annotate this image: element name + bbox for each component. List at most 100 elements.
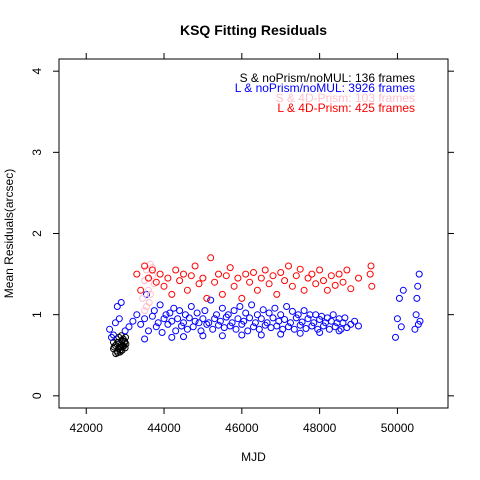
data-point-series-1 xyxy=(240,317,248,325)
data-point-series-3 xyxy=(191,262,199,270)
data-point-series-1 xyxy=(152,323,160,331)
data-point-series-1 xyxy=(287,319,294,327)
data-point-series-1 xyxy=(201,307,209,315)
data-point-series-1 xyxy=(232,325,240,333)
data-point-series-1 xyxy=(185,314,193,322)
data-point-series-1 xyxy=(335,327,343,335)
data-point-series-3 xyxy=(265,280,273,288)
data-point-series-3 xyxy=(347,285,355,293)
data-point-series-1 xyxy=(154,319,162,327)
data-point-series-1 xyxy=(106,325,114,333)
data-point-series-1 xyxy=(294,311,302,319)
data-point-series-1 xyxy=(300,307,308,315)
legend-entry: L & 4D-Prism: 425 frames xyxy=(277,101,415,115)
data-point-series-1 xyxy=(234,315,242,323)
data-point-series-1 xyxy=(113,303,121,310)
x-tick-label: 44000 xyxy=(147,421,181,435)
y-tick-label: 0 xyxy=(30,392,44,399)
y-tick-label: 3 xyxy=(30,149,44,156)
data-point-series-3 xyxy=(323,286,331,294)
data-point-series-3 xyxy=(253,286,261,294)
data-point-series-3 xyxy=(152,278,160,286)
x-axis-title: MJD xyxy=(241,450,266,464)
data-point-series-1 xyxy=(125,323,133,331)
data-point-series-1 xyxy=(117,299,125,306)
data-point-series-3 xyxy=(226,264,234,272)
data-point-series-1 xyxy=(216,317,224,325)
data-point-series-1 xyxy=(265,309,273,317)
data-point-series-3 xyxy=(257,274,265,282)
data-point-series-1 xyxy=(168,317,176,325)
data-point-series-1 xyxy=(199,315,207,323)
data-point-series-3 xyxy=(316,266,324,274)
y-axis: 0 1 2 3 4 xyxy=(30,68,454,399)
data-point-series-1 xyxy=(267,324,275,332)
data-point-series-1 xyxy=(236,303,244,310)
y-tick-label: 4 xyxy=(30,68,44,75)
data-point-series-1 xyxy=(244,327,252,335)
data-point-series-1 xyxy=(205,319,213,327)
data-point-series-1 xyxy=(176,307,184,315)
data-point-series-1 xyxy=(269,314,277,322)
data-point-series-3 xyxy=(312,280,320,288)
y-axis-title: Mean Residuals(arcsec) xyxy=(2,169,16,298)
data-point-series-3 xyxy=(368,282,376,290)
data-point-series-1 xyxy=(248,301,256,309)
data-point-series-1 xyxy=(310,319,318,327)
data-point-series-1 xyxy=(399,286,407,294)
data-point-series-3 xyxy=(339,278,347,286)
legend-entry: S & noPrism/noMUL: 136 frames xyxy=(240,71,415,85)
data-point-series-3 xyxy=(234,274,242,282)
data-point-series-1 xyxy=(199,332,207,340)
data-point-series-1 xyxy=(160,315,168,323)
data-point-series-1 xyxy=(133,311,141,319)
data-point-series-0 xyxy=(122,333,129,341)
data-point-series-1 xyxy=(195,319,203,327)
data-point-series-3 xyxy=(176,277,184,285)
data-point-series-1 xyxy=(207,296,215,304)
data-point-series-1 xyxy=(180,319,187,327)
data-point-series-1 xyxy=(166,309,174,317)
data-point-series-3 xyxy=(296,265,304,273)
data-point-series-1 xyxy=(255,325,263,333)
data-point-series-1 xyxy=(325,325,333,333)
data-point-series-3 xyxy=(133,270,141,278)
data-point-series-0 xyxy=(118,346,126,354)
data-point-series-1 xyxy=(172,327,180,335)
data-point-series-1 xyxy=(411,325,419,333)
data-point-series-1 xyxy=(271,304,279,312)
chart-title: KSQ Fitting Residuals xyxy=(180,22,327,38)
data-point-series-1 xyxy=(145,327,152,335)
data-point-series-1 xyxy=(285,323,292,331)
data-point-series-1 xyxy=(347,320,355,328)
data-point-series-3 xyxy=(203,294,211,302)
data-point-series-0 xyxy=(117,343,125,351)
data-point-series-3 xyxy=(320,277,327,285)
data-point-series-1 xyxy=(168,333,176,341)
data-point-series-3 xyxy=(308,270,316,278)
x-tick-label: 48000 xyxy=(303,421,337,435)
x-tick-label: 46000 xyxy=(225,421,259,435)
data-point-series-3 xyxy=(355,274,362,282)
data-point-series-1 xyxy=(395,294,403,302)
x-axis: 42000 44000 46000 48000 50000 xyxy=(70,53,414,435)
data-point-series-3 xyxy=(222,272,230,280)
data-point-series-1 xyxy=(283,303,291,310)
data-point-series-1 xyxy=(281,316,289,323)
data-point-series-1 xyxy=(413,294,421,302)
data-point-series-0 xyxy=(119,342,127,349)
data-point-series-1 xyxy=(259,306,267,314)
data-point-series-3 xyxy=(164,274,172,282)
data-point-series-1 xyxy=(189,323,197,331)
data-point-series-1 xyxy=(141,315,149,323)
data-point-series-1 xyxy=(181,311,189,319)
data-point-series-1 xyxy=(327,317,335,325)
data-point-series-1 xyxy=(213,311,220,319)
data-point-series-1 xyxy=(162,311,170,319)
data-point-series-3 xyxy=(261,266,269,274)
data-point-series-1 xyxy=(187,303,195,310)
data-point-series-1 xyxy=(316,329,324,336)
data-point-series-1 xyxy=(257,315,265,323)
